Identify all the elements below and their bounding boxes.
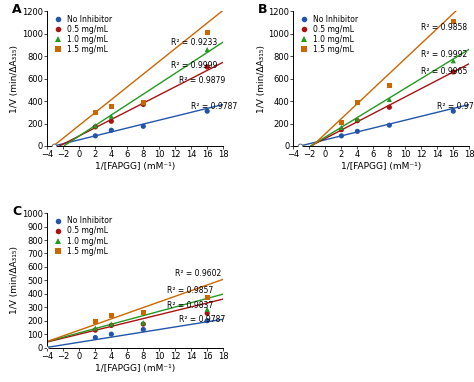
Point	[91, 110, 99, 116]
Point	[139, 326, 147, 332]
Point	[354, 99, 361, 105]
Point	[139, 99, 147, 105]
Point	[449, 58, 457, 64]
Point	[108, 321, 115, 327]
Text: R² = 0.9602: R² = 0.9602	[175, 269, 221, 278]
Point	[337, 126, 345, 133]
X-axis label: 1/[FAPGG] (mM⁻¹): 1/[FAPGG] (mM⁻¹)	[95, 162, 175, 171]
Point	[91, 318, 99, 324]
Y-axis label: 1/V (min/ΔA₃₁₅): 1/V (min/ΔA₃₁₅)	[10, 45, 19, 113]
Point	[139, 101, 147, 107]
Text: R² = 0.9787: R² = 0.9787	[438, 102, 474, 111]
Point	[139, 100, 147, 106]
Point	[203, 310, 211, 316]
Point	[91, 123, 99, 129]
Point	[91, 133, 99, 139]
Point	[108, 118, 115, 124]
Point	[385, 83, 393, 89]
Point	[203, 47, 211, 53]
Point	[139, 123, 147, 129]
Text: R² = 0.9787: R² = 0.9787	[179, 315, 226, 324]
Point	[449, 69, 457, 75]
Point	[337, 133, 345, 139]
Point	[385, 122, 393, 128]
Point	[91, 325, 99, 331]
Point	[139, 309, 147, 316]
Point	[449, 108, 457, 114]
Point	[203, 108, 211, 114]
Text: B: B	[258, 3, 268, 16]
Point	[108, 312, 115, 319]
Point	[449, 18, 457, 24]
Y-axis label: 1/V (min/ΔA₃₁₅): 1/V (min/ΔA₃₁₅)	[256, 45, 265, 113]
Point	[108, 113, 115, 119]
Legend: No Inhibitor, 0.5 mg/mL, 1.0 mg/mL, 1.5 mg/mL: No Inhibitor, 0.5 mg/mL, 1.0 mg/mL, 1.5 …	[296, 14, 359, 55]
X-axis label: 1/[FAPGG] (mM⁻¹): 1/[FAPGG] (mM⁻¹)	[95, 364, 175, 372]
Legend: No Inhibitor, 0.5 mg/mL, 1.0 mg/mL, 1.5 mg/mL: No Inhibitor, 0.5 mg/mL, 1.0 mg/mL, 1.5 …	[50, 14, 113, 55]
Point	[203, 306, 211, 312]
Text: R² = 0.9858: R² = 0.9858	[421, 23, 467, 32]
Text: R² = 0.9999: R² = 0.9999	[171, 61, 218, 70]
Point	[337, 125, 345, 131]
X-axis label: 1/[FAPGG] (mM⁻¹): 1/[FAPGG] (mM⁻¹)	[341, 162, 421, 171]
Point	[385, 96, 393, 102]
Point	[385, 104, 393, 110]
Point	[108, 127, 115, 133]
Point	[108, 104, 115, 110]
Y-axis label: 1/V (min/ΔA₃₁₅): 1/V (min/ΔA₃₁₅)	[10, 246, 19, 314]
Legend: No Inhibitor, 0.5 mg/mL, 1.0 mg/mL, 1.5 mg/mL: No Inhibitor, 0.5 mg/mL, 1.0 mg/mL, 1.5 …	[50, 215, 113, 256]
Text: R² = 0.9233: R² = 0.9233	[171, 38, 218, 47]
Text: R² = 0.9992: R² = 0.9992	[421, 50, 467, 58]
Point	[108, 331, 115, 337]
Point	[203, 318, 211, 324]
Text: R² = 0.9857: R² = 0.9857	[167, 286, 213, 295]
Point	[337, 119, 345, 125]
Text: R² = 0.9965: R² = 0.9965	[421, 68, 468, 76]
Point	[139, 321, 147, 327]
Point	[139, 320, 147, 326]
Point	[91, 124, 99, 130]
Point	[203, 30, 211, 36]
Point	[203, 294, 211, 300]
Text: R² = 0.9787: R² = 0.9787	[191, 102, 237, 111]
Point	[91, 327, 99, 333]
Point	[354, 118, 361, 124]
Text: C: C	[12, 205, 21, 218]
Point	[91, 335, 99, 341]
Text: R² = 0.9837: R² = 0.9837	[167, 301, 213, 310]
Point	[108, 322, 115, 329]
Point	[354, 116, 361, 122]
Point	[203, 64, 211, 70]
Text: R² = 0.9879: R² = 0.9879	[179, 76, 226, 86]
Text: A: A	[12, 3, 22, 16]
Point	[354, 128, 361, 134]
